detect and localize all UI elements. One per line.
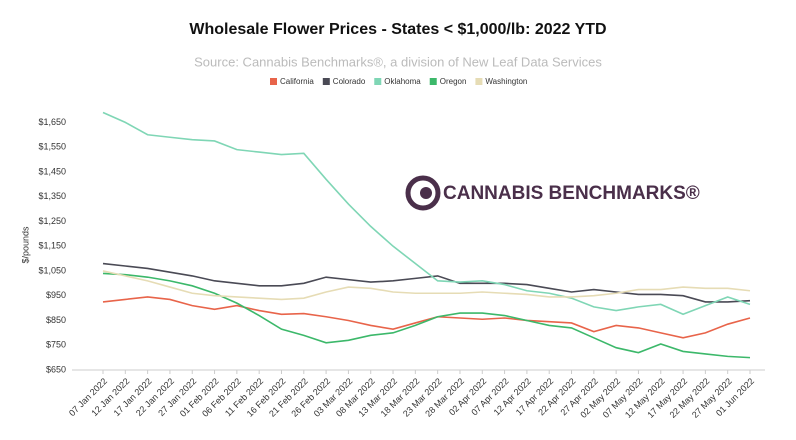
- legend-label: Washington: [485, 77, 527, 86]
- legend-label: Oregon: [440, 77, 467, 86]
- legend-swatch: [475, 78, 483, 85]
- y-axis-label: $/pounds: [20, 226, 30, 264]
- y-tick-label: $1,250: [38, 216, 66, 226]
- legend-item: Colorado: [322, 77, 366, 86]
- y-tick-label: $1,350: [38, 191, 66, 201]
- legend-swatch: [322, 78, 330, 85]
- y-tick-label: $750: [46, 340, 66, 350]
- series-line: [102, 270, 751, 301]
- y-tick-label: $850: [46, 315, 66, 325]
- watermark: CANNABIS BENCHMARKS®: [443, 183, 700, 204]
- legend-label: Oklahoma: [384, 77, 421, 86]
- legend-label: Colorado: [333, 77, 366, 86]
- chart-subtitle: Source: Cannabis Benchmarks®, a division…: [194, 54, 602, 69]
- legend-item: Oklahoma: [374, 77, 421, 86]
- y-tick-label: $1,550: [38, 142, 66, 152]
- watermark-logo: [405, 175, 441, 211]
- y-tick-label: $650: [46, 364, 66, 374]
- y-tick-label: $1,050: [38, 265, 66, 275]
- y-tick-label: $950: [46, 290, 66, 300]
- y-tick-label: $1,650: [38, 117, 66, 127]
- y-tick-label: $1,150: [38, 241, 66, 251]
- series-line: [102, 272, 751, 359]
- chart-title: Wholesale Flower Prices - States < $1,00…: [189, 21, 606, 38]
- legend-label: California: [280, 77, 314, 86]
- series-line: [102, 262, 751, 303]
- legend-swatch: [270, 78, 277, 85]
- legend-item: Washington: [475, 77, 527, 86]
- legend-item: California: [270, 77, 314, 86]
- legend-item: Oregon: [429, 77, 467, 86]
- legend-swatch: [429, 78, 437, 85]
- y-tick-label: $1,450: [38, 166, 66, 176]
- series-line: [102, 296, 751, 339]
- series-line: [102, 111, 751, 316]
- legend-swatch: [374, 78, 382, 85]
